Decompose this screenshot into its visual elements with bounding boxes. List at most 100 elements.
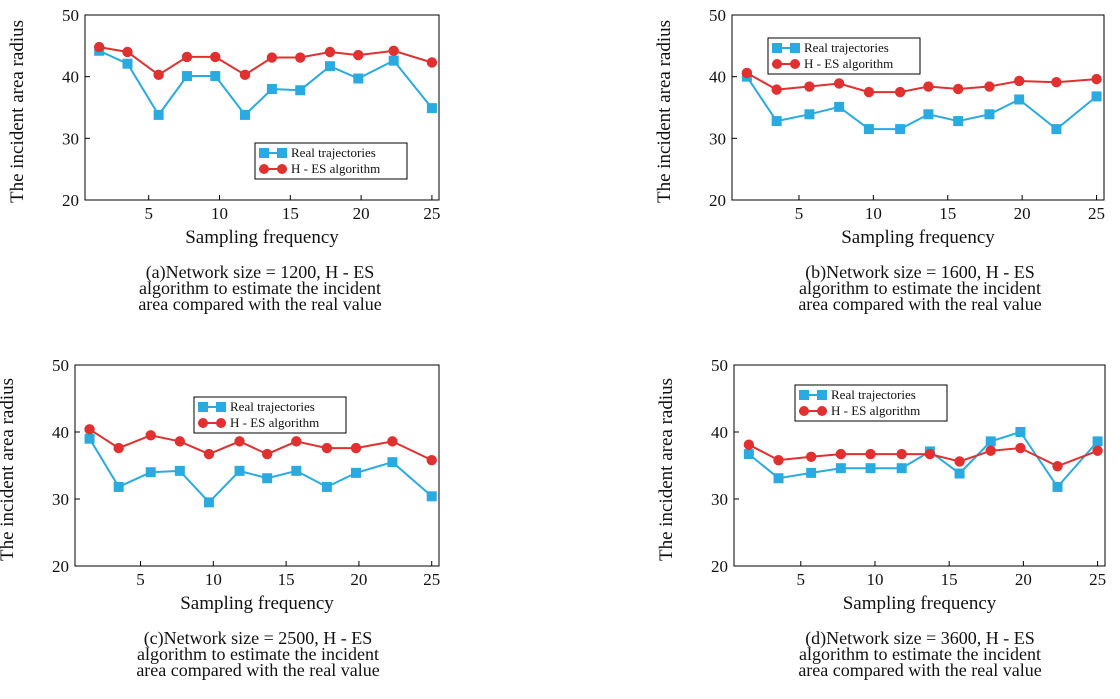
hes-algorithm-point	[923, 81, 934, 92]
real-trajectories-point	[1091, 91, 1102, 102]
y-tick-label: 30	[709, 129, 726, 148]
real-trajectories-line	[748, 430, 1099, 489]
y-tick-label: 50	[52, 356, 69, 375]
x-tick-label: 5	[795, 204, 804, 223]
real-trajectories-point	[291, 465, 302, 476]
real-trajectories-point	[985, 436, 996, 447]
hes-algorithm-point	[805, 451, 817, 462]
caption-line-1: (d)Network size = 3600, H - ES	[805, 628, 1035, 648]
y-tick-label: 20	[52, 557, 69, 576]
chart-b-caption: (b)Network size = 1600, H - ES algorithm…	[750, 262, 1090, 313]
hes-algorithm-point	[295, 52, 306, 63]
real-trajectories-point	[153, 109, 164, 120]
real-trajectories-point	[295, 85, 306, 96]
x-tick-label: 25	[423, 204, 440, 223]
real-trajectories-point	[351, 467, 362, 478]
hes-algorithm-point	[896, 448, 907, 460]
legend-hes-label: H - ES algorithm	[831, 403, 920, 418]
x-tick-label: 20	[1014, 204, 1031, 223]
real-trajectories-line	[88, 438, 433, 504]
legend-real-marker	[216, 402, 226, 412]
caption-line-2: algorithm to estimate the incident	[799, 278, 1041, 298]
y-axis-label: The incident area radius	[654, 20, 675, 203]
real-trajectories-point	[174, 465, 185, 476]
x-tick-label: 10	[205, 570, 222, 589]
legend-real-marker	[772, 43, 782, 53]
x-axis-label: Sampling frequency	[843, 593, 997, 614]
hes-algorithm-point	[261, 448, 273, 460]
caption-line-1: (b)Network size = 1600, H - ES	[805, 262, 1035, 282]
hes-algorithm-point	[835, 448, 847, 460]
hes-algorithm-point	[266, 52, 278, 63]
y-tick-label: 30	[62, 129, 79, 148]
x-tick-label: 5	[144, 204, 153, 223]
real-trajectories-point	[122, 58, 133, 69]
caption-line-2: algorithm to estimate the incident	[139, 278, 381, 298]
legend-real-label: Real trajectories	[291, 145, 376, 160]
chart-d-svg: 20 30 40 50 5 10 15 20 25 Sampling frequency The i…	[656, 356, 1106, 614]
x-axis-label: Sampling frequency	[185, 227, 339, 248]
real-trajectories-point	[773, 473, 784, 484]
legend-hes-marker	[799, 406, 809, 416]
legend-real-marker	[259, 148, 269, 158]
hes-algorithm-point	[1051, 77, 1062, 88]
real-trajectories-point	[896, 463, 907, 474]
real-trajectories-point	[1092, 436, 1103, 447]
legend-hes-marker	[772, 59, 782, 69]
legend-real-marker	[817, 390, 827, 400]
hes-algorithm-point	[1092, 445, 1103, 456]
y-tick-label: 40	[709, 68, 726, 87]
legend-hes-label: H - ES algorithm	[291, 161, 380, 176]
x-tick-label: 15	[941, 570, 958, 589]
x-tick-label: 5	[797, 570, 806, 589]
hes-algorithm-point	[426, 454, 437, 466]
legend-hes-label: H - ES algorithm	[230, 415, 319, 430]
caption-line-1: (c)Network size = 2500, H - ES	[143, 628, 373, 648]
real-trajectories-point	[923, 109, 934, 120]
x-tick-label: 10	[865, 204, 882, 223]
x-tick-label: 10	[211, 204, 228, 223]
hes-algorithm-point	[984, 81, 995, 92]
real-trajectories-point	[771, 116, 782, 127]
hes-algorithm-point	[741, 67, 753, 79]
hes-algorithm-point	[426, 57, 438, 68]
hes-algorithm-point	[1091, 73, 1102, 85]
caption-line-3: area compared with the real value	[798, 660, 1042, 680]
legend-hes-marker	[259, 164, 269, 174]
y-tick-label: 40	[711, 423, 728, 442]
hes-algorithm-point	[122, 46, 133, 58]
x-tick-label: 20	[353, 204, 370, 223]
hes-algorithm-point	[239, 69, 251, 81]
plot-frame	[74, 364, 440, 567]
hes-algorithm-point	[865, 448, 876, 460]
hes-algorithm-line	[89, 428, 433, 462]
real-trajectories-line	[746, 76, 1098, 131]
real-trajectories-point	[262, 473, 273, 484]
hes-algorithm-point	[743, 439, 755, 450]
x-tick-label: 25	[1089, 570, 1106, 589]
x-axis-label: Sampling frequency	[841, 227, 995, 248]
real-trajectories-point	[210, 71, 221, 82]
legend-hes-marker	[277, 164, 287, 174]
real-trajectories-point	[953, 116, 964, 127]
y-axis-label: The incident area radius	[7, 20, 28, 203]
real-trajectories-point	[806, 467, 817, 478]
real-trajectories-point	[426, 103, 437, 114]
hes-algorithm-point	[145, 430, 156, 441]
x-tick-label: 20	[350, 570, 367, 589]
legend-real-label: Real trajectories	[831, 387, 916, 402]
real-trajectories-point	[834, 101, 845, 112]
real-trajectories-point	[1051, 124, 1062, 135]
x-tick-label: 25	[1088, 204, 1105, 223]
real-trajectories-point	[234, 465, 245, 476]
chart-c-svg: 20 30 40 50 5 10 15 20 25 Sampling frequency The i…	[0, 356, 440, 614]
hes-algorithm-point	[954, 456, 965, 467]
real-trajectories-line	[98, 49, 433, 117]
real-trajectories-point	[266, 84, 277, 94]
legend-hes-marker	[198, 418, 208, 428]
real-trajectories-point	[84, 433, 95, 444]
chart-a-caption: (a)Network size = 1200, H - ES algorithm…	[90, 263, 430, 313]
y-tick-label: 30	[52, 490, 69, 509]
